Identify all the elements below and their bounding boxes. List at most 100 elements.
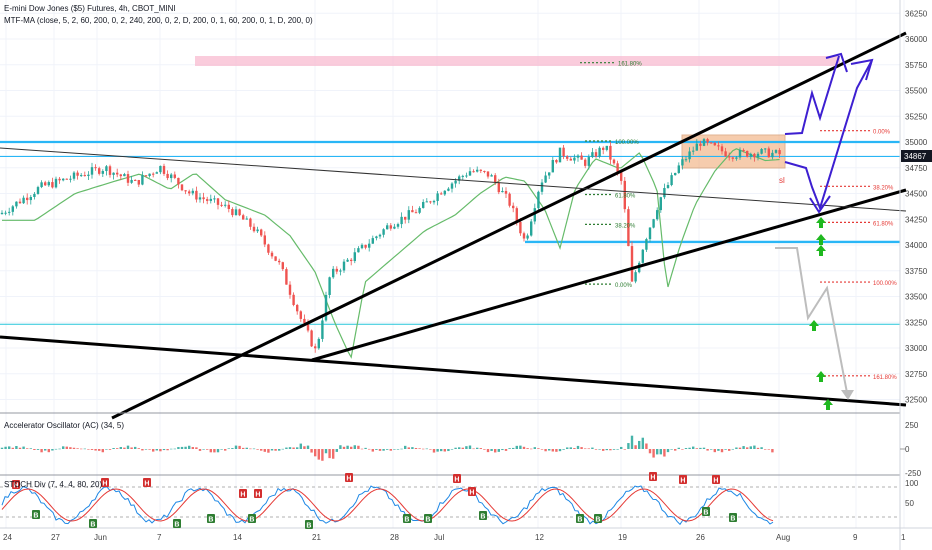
- time-tick-13: 1: [901, 533, 906, 542]
- candle-body: [119, 174, 122, 177]
- candle-body: [735, 157, 738, 159]
- candle-body: [616, 163, 619, 172]
- ac-bar: [324, 449, 328, 454]
- candle-body: [26, 197, 29, 201]
- ac-bar: [533, 447, 536, 449]
- candle-body: [497, 182, 500, 193]
- ac-bar: [623, 449, 626, 450]
- ac-bar: [576, 445, 580, 449]
- ac-bar: [483, 449, 486, 450]
- ac-bar: [587, 448, 590, 450]
- candle-body: [519, 221, 522, 234]
- candle-body: [764, 148, 767, 150]
- candle-body: [87, 174, 90, 177]
- ac-bar: [288, 447, 292, 449]
- stoch-high-marker-0-bg: [12, 480, 20, 489]
- candle-body: [216, 198, 220, 205]
- stoch-tick-0: 100: [905, 479, 919, 488]
- stoch-high-marker-3: H: [240, 492, 245, 499]
- candle-body: [652, 219, 655, 228]
- candle-body: [738, 149, 742, 158]
- stoch-high-marker-3-bg: [239, 489, 247, 498]
- candle-body: [537, 191, 540, 209]
- candle-body: [501, 190, 504, 193]
- ac-bar: [296, 447, 299, 449]
- candle-body: [278, 260, 281, 263]
- ac-bar: [278, 449, 281, 451]
- candle-body: [710, 142, 713, 144]
- candle-body: [486, 171, 490, 177]
- candle-body: [137, 180, 140, 185]
- ac-bar: [263, 449, 266, 452]
- candle-body: [594, 152, 598, 157]
- ac-bar: [602, 449, 605, 451]
- ac-bar: [656, 449, 659, 455]
- stoch-low-marker-7: B: [425, 517, 430, 524]
- candle-body: [299, 311, 302, 319]
- stoch-high-marker-0: H: [13, 483, 18, 490]
- ac-bar: [540, 449, 544, 450]
- candle-body: [767, 148, 770, 158]
- stoch-d-line: [1, 488, 774, 522]
- ac-bar: [414, 447, 418, 449]
- ac-bar: [98, 449, 101, 451]
- price-tick-15: 32500: [905, 396, 928, 405]
- ac-bar: [285, 447, 288, 449]
- candle-body: [274, 256, 277, 261]
- fibonacci-levels: 100.00% 61.80% 38.20% 0.00% 161.80% 0.00% 38.2…: [580, 62, 897, 381]
- candle-body: [432, 200, 436, 203]
- ac-bar: [580, 447, 583, 449]
- fib-right-label-4: 100.00%: [873, 281, 897, 287]
- stoch-high-marker-1-bg: [101, 478, 109, 487]
- ac-bar: [594, 449, 598, 450]
- stoch-high-marker-4: H: [255, 492, 260, 499]
- candle-body: [490, 175, 493, 177]
- candle-body: [62, 178, 65, 181]
- ac-bar: [342, 446, 346, 449]
- ac-bar: [677, 447, 680, 449]
- candle-body: [641, 249, 644, 263]
- candle-body: [332, 268, 335, 278]
- stoch-high-marker-9: H: [680, 478, 685, 485]
- candle-body: [263, 235, 266, 245]
- candle-body: [494, 175, 497, 183]
- candle-body: [375, 236, 378, 239]
- ac-bar: [684, 448, 688, 449]
- ac-bar: [425, 448, 428, 450]
- ac-bar: [148, 449, 151, 450]
- candle-body: [314, 346, 317, 349]
- candle-body: [80, 175, 83, 177]
- ac-bar: [159, 449, 162, 452]
- ac-bar: [616, 449, 619, 450]
- projection-path-purple-low: [784, 61, 872, 212]
- buy-arrow-1: [816, 234, 826, 245]
- ac-bar: [83, 448, 86, 450]
- candle-body: [335, 268, 338, 272]
- ac-bar: [8, 446, 11, 449]
- candle-body: [508, 193, 511, 206]
- price-tick-12: 33250: [905, 318, 928, 327]
- candle-body: [778, 150, 781, 155]
- time-tick-6: 28: [390, 533, 399, 542]
- ac-bar: [472, 448, 475, 450]
- ac-bar: [659, 449, 662, 455]
- stop-loss-label: sl: [779, 176, 785, 185]
- ac-bar: [681, 449, 684, 450]
- candle-body: [40, 182, 43, 188]
- candle-body: [238, 209, 241, 216]
- candle-body: [270, 252, 274, 257]
- candle-body: [656, 210, 659, 220]
- candle-body: [116, 172, 119, 175]
- candle-body: [659, 197, 662, 211]
- stoch-high-marker-8: H: [650, 475, 655, 482]
- ac-bar: [371, 449, 374, 452]
- ac-bar: [152, 449, 155, 452]
- candle-body: [306, 323, 310, 331]
- ac-bar: [134, 446, 137, 449]
- fib-left-label-1: 61.80%: [615, 194, 636, 200]
- stoch-low-marker-11: B: [703, 510, 708, 517]
- candle-body: [688, 151, 691, 160]
- trendline-falling: [0, 335, 907, 407]
- ac-bar: [317, 449, 320, 460]
